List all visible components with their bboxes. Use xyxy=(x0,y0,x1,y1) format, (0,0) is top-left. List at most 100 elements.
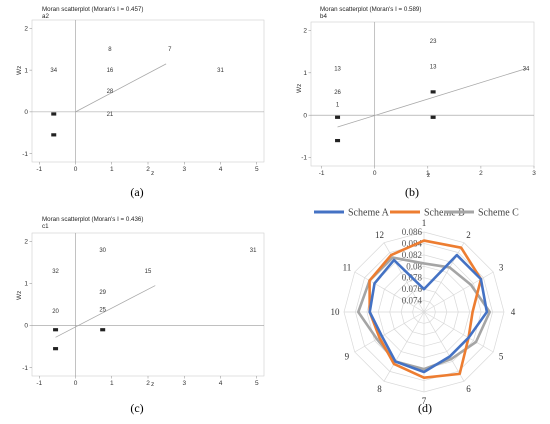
panel-caption: (d) xyxy=(418,401,432,415)
y-tick-label: -1 xyxy=(22,365,28,372)
x-tick-label: 1 xyxy=(426,170,430,177)
x-tick-label: 2 xyxy=(479,170,483,177)
data-point xyxy=(335,138,341,143)
radar-category-label: 8 xyxy=(377,384,382,394)
x-tick-label: 4 xyxy=(219,380,223,387)
moran-scatterplot-a: Moran scatterplot (Moran's I = 0.457) a2… xyxy=(16,6,265,199)
point-label: 25 xyxy=(99,308,106,314)
radar-category-label: 12 xyxy=(375,230,384,240)
radar-category-label: 2 xyxy=(466,230,471,240)
x-tick-label: 2 xyxy=(146,166,150,173)
x-tick-label: 3 xyxy=(532,170,536,177)
data-point xyxy=(430,115,436,119)
radar-category-label: 9 xyxy=(345,352,350,362)
point-label: 16 xyxy=(107,68,114,74)
data-point xyxy=(335,115,341,119)
regression-line xyxy=(55,285,156,338)
legend-label-scheme-c: Scheme C xyxy=(478,208,519,219)
point-label: 13 xyxy=(334,67,341,73)
chart-title: Moran scatterplot (Moran's I = 0.457) xyxy=(42,6,143,13)
data-point xyxy=(53,347,59,351)
legend-label-scheme-a: Scheme A xyxy=(348,208,390,219)
radar-spoke xyxy=(423,311,465,382)
point-label: 31 xyxy=(250,248,257,254)
x-tick-label: 5 xyxy=(255,380,259,387)
panel-caption: (a) xyxy=(130,185,143,199)
chart-subtitle: b4 xyxy=(320,13,327,20)
x-tick-label: -1 xyxy=(36,166,42,173)
point-label: 21 xyxy=(107,112,114,118)
x-tick-label: 0 xyxy=(74,380,78,387)
point-label: 8 xyxy=(108,47,112,53)
point-label: 7 xyxy=(168,47,172,53)
chart-subtitle: a2 xyxy=(42,13,49,20)
x-axis-label: z xyxy=(427,172,430,179)
x-tick-label: 5 xyxy=(255,166,259,173)
radar-category-label: 10 xyxy=(331,307,341,317)
radar-spoke xyxy=(354,271,425,313)
legend: Scheme A Scheme B Scheme C xyxy=(314,208,519,219)
y-axis-label: Wz xyxy=(16,66,23,75)
plot-frame xyxy=(310,21,535,167)
x-tick-label: -1 xyxy=(36,380,42,387)
point-label: 34 xyxy=(50,68,57,74)
y-tick-label: 2 xyxy=(303,28,307,35)
x-axis-label: z xyxy=(151,381,154,388)
x-tick-label: 1 xyxy=(110,166,114,173)
radar-tick-label: 0.082 xyxy=(402,250,422,260)
radar-spoke xyxy=(383,311,425,382)
x-tick-label: 2 xyxy=(146,380,150,387)
point-label: 32 xyxy=(52,269,59,275)
plot-frame xyxy=(31,232,265,377)
point-label: 15 xyxy=(145,269,152,275)
radar-tick-label: 0.084 xyxy=(402,238,423,248)
radar-category-label: 1 xyxy=(422,218,427,228)
y-tick-label: 1 xyxy=(24,67,28,74)
x-tick-label: 4 xyxy=(219,166,223,173)
chart-subtitle: c1 xyxy=(42,223,49,230)
point-label: 34 xyxy=(523,67,530,73)
y-tick-label: -1 xyxy=(301,155,307,162)
chart-title: Moran scatterplot (Moran's I = 0.589) xyxy=(320,6,421,13)
x-tick-label: 0 xyxy=(74,166,78,173)
point-label: 30 xyxy=(99,248,106,254)
y-tick-label: 2 xyxy=(24,239,28,246)
x-tick-label: 1 xyxy=(110,380,114,387)
y-axis-label: Wz xyxy=(16,291,23,300)
radar-category-label: 5 xyxy=(499,352,504,362)
radar-chart-d: Scheme A Scheme B Scheme C (d) 123456789… xyxy=(314,208,519,415)
y-tick-label: 0 xyxy=(24,109,28,116)
y-tick-label: 2 xyxy=(24,26,28,33)
plot-frame xyxy=(31,19,265,163)
x-tick-label: 0 xyxy=(373,170,377,177)
radar-category-label: 4 xyxy=(511,307,516,317)
x-tick-label: -1 xyxy=(319,170,325,177)
radar-tick-label: 0.086 xyxy=(402,227,423,237)
y-tick-label: 0 xyxy=(24,323,28,330)
x-axis-label: z xyxy=(151,170,154,177)
y-tick-label: 1 xyxy=(24,281,28,288)
radar-category-label: 7 xyxy=(422,396,427,406)
point-label: 26 xyxy=(334,90,341,96)
radar-category-label: 6 xyxy=(466,384,471,394)
panel-caption: (b) xyxy=(405,185,419,199)
radar-spoke xyxy=(423,311,494,353)
regression-line xyxy=(337,68,527,128)
radar-category-label: 11 xyxy=(343,263,352,273)
radar-tick-label: 0.08 xyxy=(406,261,422,271)
radar-series-scheme-a xyxy=(368,253,489,374)
radar-category-label: 3 xyxy=(499,263,504,273)
y-axis-label: Wz xyxy=(296,84,303,93)
x-tick-label: 3 xyxy=(182,166,186,173)
y-tick-label: 0 xyxy=(303,112,307,119)
regression-line xyxy=(75,63,167,113)
point-label: 20 xyxy=(52,309,59,315)
panel-caption: (c) xyxy=(130,401,143,415)
point-label: 23 xyxy=(430,39,437,45)
x-tick-label: 3 xyxy=(182,380,186,387)
y-tick-label: 1 xyxy=(303,70,307,77)
data-point xyxy=(51,133,57,137)
data-point xyxy=(430,90,436,94)
moran-scatterplot-b: Moran scatterplot (Moran's I = 0.589) b4… xyxy=(296,6,536,199)
